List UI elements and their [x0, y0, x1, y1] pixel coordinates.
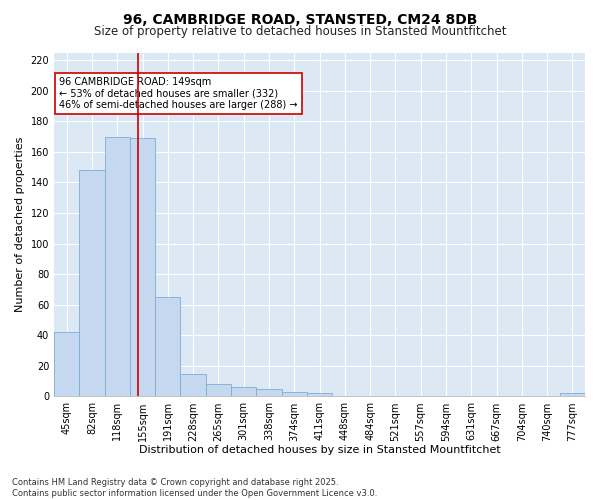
- Bar: [181, 374, 206, 396]
- Bar: [307, 394, 332, 396]
- Bar: [155, 297, 181, 396]
- Bar: [104, 136, 130, 396]
- Bar: [79, 170, 104, 396]
- Bar: [560, 394, 585, 396]
- Text: 96, CAMBRIDGE ROAD, STANSTED, CM24 8DB: 96, CAMBRIDGE ROAD, STANSTED, CM24 8DB: [123, 12, 477, 26]
- Bar: [206, 384, 231, 396]
- Bar: [130, 138, 155, 396]
- Text: Size of property relative to detached houses in Stansted Mountfitchet: Size of property relative to detached ho…: [94, 25, 506, 38]
- Bar: [256, 389, 281, 396]
- Text: Contains HM Land Registry data © Crown copyright and database right 2025.
Contai: Contains HM Land Registry data © Crown c…: [12, 478, 377, 498]
- Text: 96 CAMBRIDGE ROAD: 149sqm
← 53% of detached houses are smaller (332)
46% of semi: 96 CAMBRIDGE ROAD: 149sqm ← 53% of detac…: [59, 76, 298, 110]
- X-axis label: Distribution of detached houses by size in Stansted Mountfitchet: Distribution of detached houses by size …: [139, 445, 500, 455]
- Y-axis label: Number of detached properties: Number of detached properties: [15, 137, 25, 312]
- Bar: [281, 392, 307, 396]
- Bar: [54, 332, 79, 396]
- Bar: [231, 388, 256, 396]
